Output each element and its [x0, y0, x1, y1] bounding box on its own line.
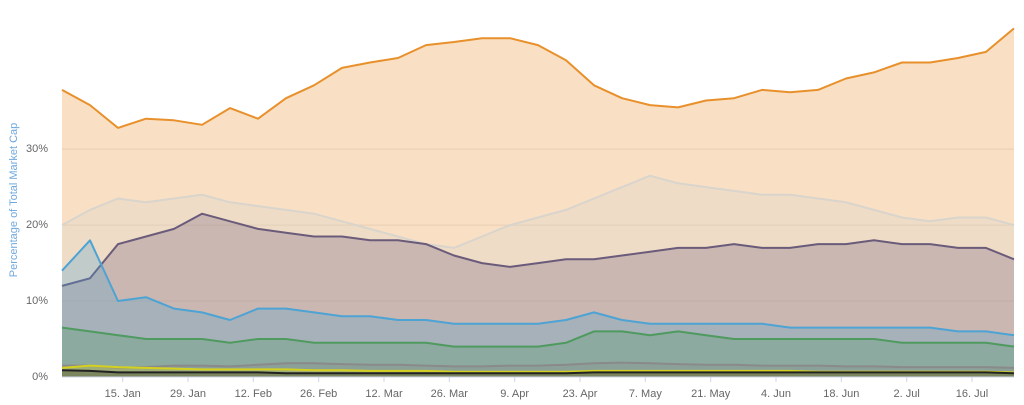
series-line: [61, 212, 1015, 287]
area-fill: [62, 240, 1014, 377]
x-tick-label: 29. Jan: [170, 388, 206, 400]
x-tick-label: 7. May: [629, 388, 663, 400]
x-tick-label: 18. Jun: [823, 388, 859, 400]
series-line: [61, 174, 1015, 249]
series-line: [61, 239, 1015, 337]
area-fill: [62, 213, 1014, 377]
area-fill: [62, 28, 1014, 378]
series-line: [62, 361, 1015, 369]
x-tick-label: 12. Feb: [235, 388, 272, 400]
x-tick-label: 26. Feb: [300, 388, 337, 400]
y-axis-label: Percentage of Total Market Cap: [8, 123, 20, 278]
x-tick-label: 12. Mar: [365, 388, 403, 400]
series-line: [61, 369, 1015, 375]
y-tick-label: 0%: [32, 371, 48, 383]
x-tick-label: 21. May: [691, 388, 731, 400]
x-tick-label: 4. Jun: [761, 388, 791, 400]
y-tick-label: 30%: [26, 143, 48, 155]
y-tick-label: 20%: [26, 219, 48, 231]
x-tick-label: 15. Jan: [105, 388, 141, 400]
y-tick-label: 10%: [26, 295, 48, 307]
x-tick-label: 16. Jul: [956, 388, 988, 400]
x-tick-label: 2. Jul: [894, 388, 920, 400]
x-tick-label: 26. Mar: [431, 388, 469, 400]
x-tick-label: 9. Apr: [500, 388, 529, 400]
x-tick-label: 23. Apr: [563, 388, 598, 400]
series-line: [61, 326, 1015, 348]
series-line: [61, 27, 1015, 129]
